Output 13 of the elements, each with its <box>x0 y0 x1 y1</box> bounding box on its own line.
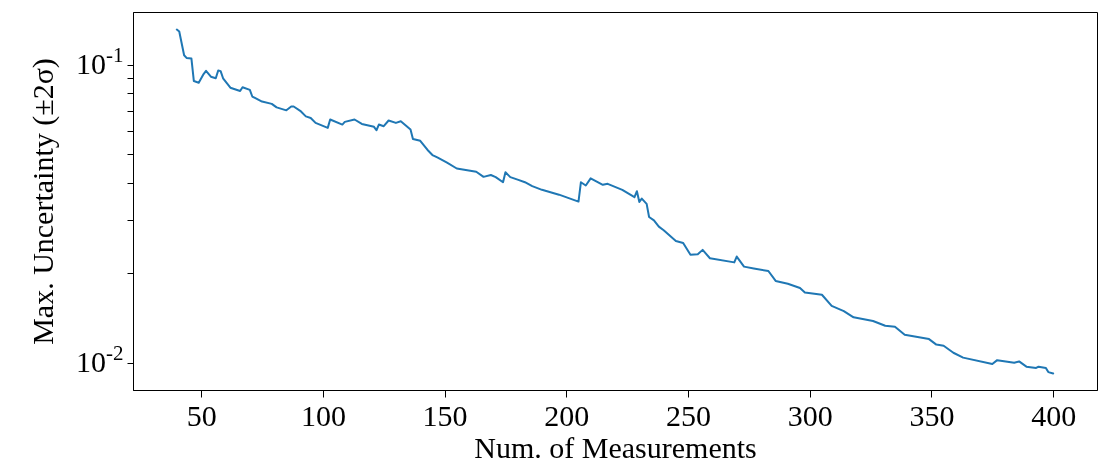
y-axis-title: Max. Uncertainty (±2σ) <box>25 58 60 345</box>
y-tick-label: 10$^{-1}$ <box>76 43 124 81</box>
x-tick-label: 100 <box>300 398 346 432</box>
x-tick-label: 400 <box>1031 398 1077 432</box>
x-tick-label: 50 <box>186 398 217 432</box>
y-tick-label: 10$^{-2}$ <box>76 341 124 379</box>
x-tick-label: 250 <box>666 398 712 432</box>
x-tick-label: 350 <box>909 398 955 432</box>
x-tick-label: 300 <box>787 398 833 432</box>
x-axis-title: Num. of Measurements <box>474 430 757 464</box>
line-series <box>175 28 1055 375</box>
x-tick-label: 150 <box>422 398 468 432</box>
x-tick-label: 200 <box>544 398 590 432</box>
